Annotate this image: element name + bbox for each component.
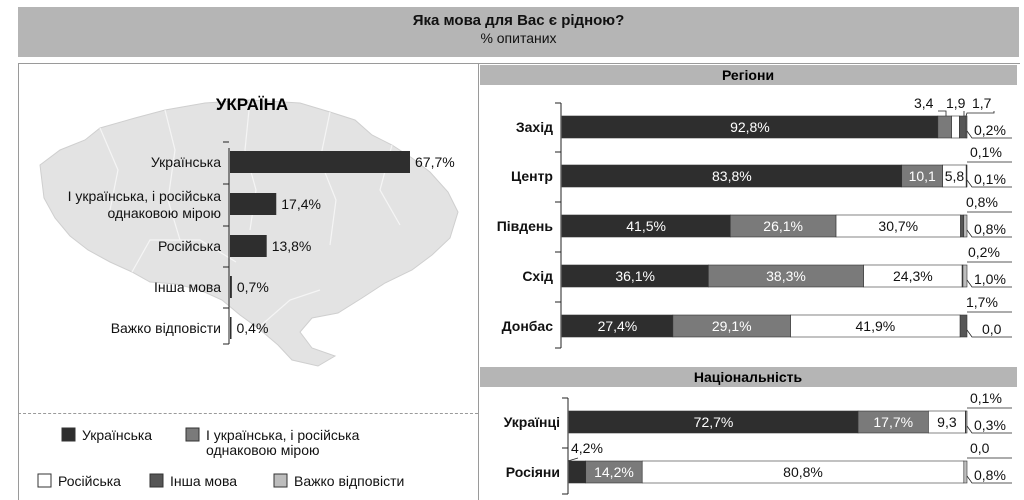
regions-bar-side-label: 0,0 xyxy=(982,321,1002,337)
regions-bar-leader-line xyxy=(938,111,946,116)
regions-bar-segment-label: 27,4% xyxy=(598,318,638,334)
nationality-bar-segment-label: 17,7% xyxy=(873,414,913,430)
nationality-bar-leader-line xyxy=(568,458,578,461)
regions-bar-segment-label: 29,1% xyxy=(712,318,752,334)
legend-swatch xyxy=(186,428,199,441)
regions-bar-leader-line xyxy=(966,111,994,116)
legend-label: Інша мова xyxy=(170,473,237,489)
ukraine-category-label: однаковою мірою xyxy=(108,205,222,221)
ukraine-bar xyxy=(230,193,276,215)
legend-swatch xyxy=(274,474,287,487)
ukraine-value-label: 0,4% xyxy=(237,320,269,336)
nationality-bar-segment xyxy=(569,461,586,483)
ukraine-category-label: І українська, і російська xyxy=(68,188,222,204)
regions-bar-segment-label: 41,9% xyxy=(856,318,896,334)
regions-bar-category-label: Донбас xyxy=(502,318,554,334)
ukraine-value-label: 0,7% xyxy=(237,279,269,295)
regions-bar-segment-label: 41,5% xyxy=(626,218,666,234)
regions-bar-side-label: 0,2% xyxy=(974,122,1006,138)
ukraine-bar xyxy=(230,317,232,339)
regions-bar-category-label: Центр xyxy=(511,168,553,184)
regions-bar-side-label: 0,1% xyxy=(970,144,1002,160)
nationality-bar-segment xyxy=(964,461,967,483)
ukraine-value-label: 67,7% xyxy=(415,154,455,170)
regions-bar-side-label: 0,2% xyxy=(968,244,1000,260)
ukraine-category-label: Інша мова xyxy=(154,279,221,295)
ukraine-category-label: Важко відповісти xyxy=(111,320,221,336)
nationality-bar-side-label: 0,0 xyxy=(970,440,990,456)
regions-bar-segment-label: 36,1% xyxy=(615,268,655,284)
regions-bar-segment-label: 30,7% xyxy=(878,218,918,234)
ukraine-title: УКРАЇНА xyxy=(216,95,288,114)
regions-bar-segment-label: 38,3% xyxy=(766,268,806,284)
regions-bar-side-label: 1,9 xyxy=(946,95,966,111)
legend-label: однаковою мірою xyxy=(206,442,320,458)
regions-bar-category-label: Схід xyxy=(522,268,553,284)
ukraine-value-label: 13,8% xyxy=(272,238,312,254)
regions-bar-segment xyxy=(966,116,967,138)
regions-bar-side-label: 1,0% xyxy=(974,271,1006,287)
legend-swatch xyxy=(38,474,51,487)
regions-bar-side-label: 0,1% xyxy=(974,171,1006,187)
regions-bar-side-label: 1,7% xyxy=(966,294,998,310)
legend-label: Українська xyxy=(82,427,152,443)
nationality-bar-segment-label: 14,2% xyxy=(594,464,634,480)
nationality-bar-category-label: Росіяни xyxy=(506,464,560,480)
regions-bar-side-label: 1,7 xyxy=(972,95,992,111)
regions-bar-segment xyxy=(938,116,952,138)
regions-bar-category-label: Захід xyxy=(516,119,553,135)
nationality-bar-segment-label: 9,3 xyxy=(937,414,957,430)
regions-bar-segment-label: 83,8% xyxy=(712,168,752,184)
regions-bar-side-label: 0,8% xyxy=(974,221,1006,237)
regions-bar-segment-label: 26,1% xyxy=(763,218,803,234)
regions-bar-segment-label: 10,1 xyxy=(909,168,936,184)
legend-swatch xyxy=(150,474,163,487)
ukraine-bar xyxy=(230,151,410,173)
legend-label: І українська, і російська xyxy=(206,427,360,443)
nationality-bar-category-label: Українці xyxy=(504,414,560,430)
nationality-title: Національність xyxy=(694,369,803,385)
regions-bar-segment xyxy=(960,315,967,337)
regions-bar-segment xyxy=(964,215,967,237)
regions-bar-segment xyxy=(961,215,964,237)
nationality-bar-segment xyxy=(966,411,967,433)
nationality-bar-segment-label: 80,8% xyxy=(783,464,823,480)
regions-bar-segment-label: 5,8 xyxy=(945,168,965,184)
ukraine-bar xyxy=(230,276,232,298)
nationality-bar-side-label: 0,3% xyxy=(974,417,1006,433)
nationality-bar-side-label: 0,1% xyxy=(970,390,1002,406)
regions-bar-side-label: 0,8% xyxy=(966,194,998,210)
legend-label: Російська xyxy=(58,473,121,489)
regions-bar-segment xyxy=(952,116,960,138)
regions-bar-side-label: 3,4 xyxy=(914,95,934,111)
legend-swatch xyxy=(62,428,75,441)
nationality-bar-side-label: 0,8% xyxy=(974,467,1006,483)
regions-bar-segment xyxy=(963,265,967,287)
ukraine-category-label: Українська xyxy=(151,154,221,170)
nationality-bar-side-label: 4,2% xyxy=(571,440,603,456)
ukraine-bar xyxy=(230,235,267,257)
regions-bar-segment xyxy=(959,116,966,138)
regions-bar-segment-label: 24,3% xyxy=(893,268,933,284)
regions-bar-segment-label: 92,8% xyxy=(730,119,770,135)
ukraine-category-label: Російська xyxy=(158,238,221,254)
regions-bar-category-label: Південь xyxy=(497,218,554,234)
nationality-bar-segment-label: 72,7% xyxy=(694,414,734,430)
legend-label: Важко відповісти xyxy=(294,473,404,489)
ukraine-value-label: 17,4% xyxy=(281,196,321,212)
regions-title: Регіони xyxy=(722,67,774,83)
